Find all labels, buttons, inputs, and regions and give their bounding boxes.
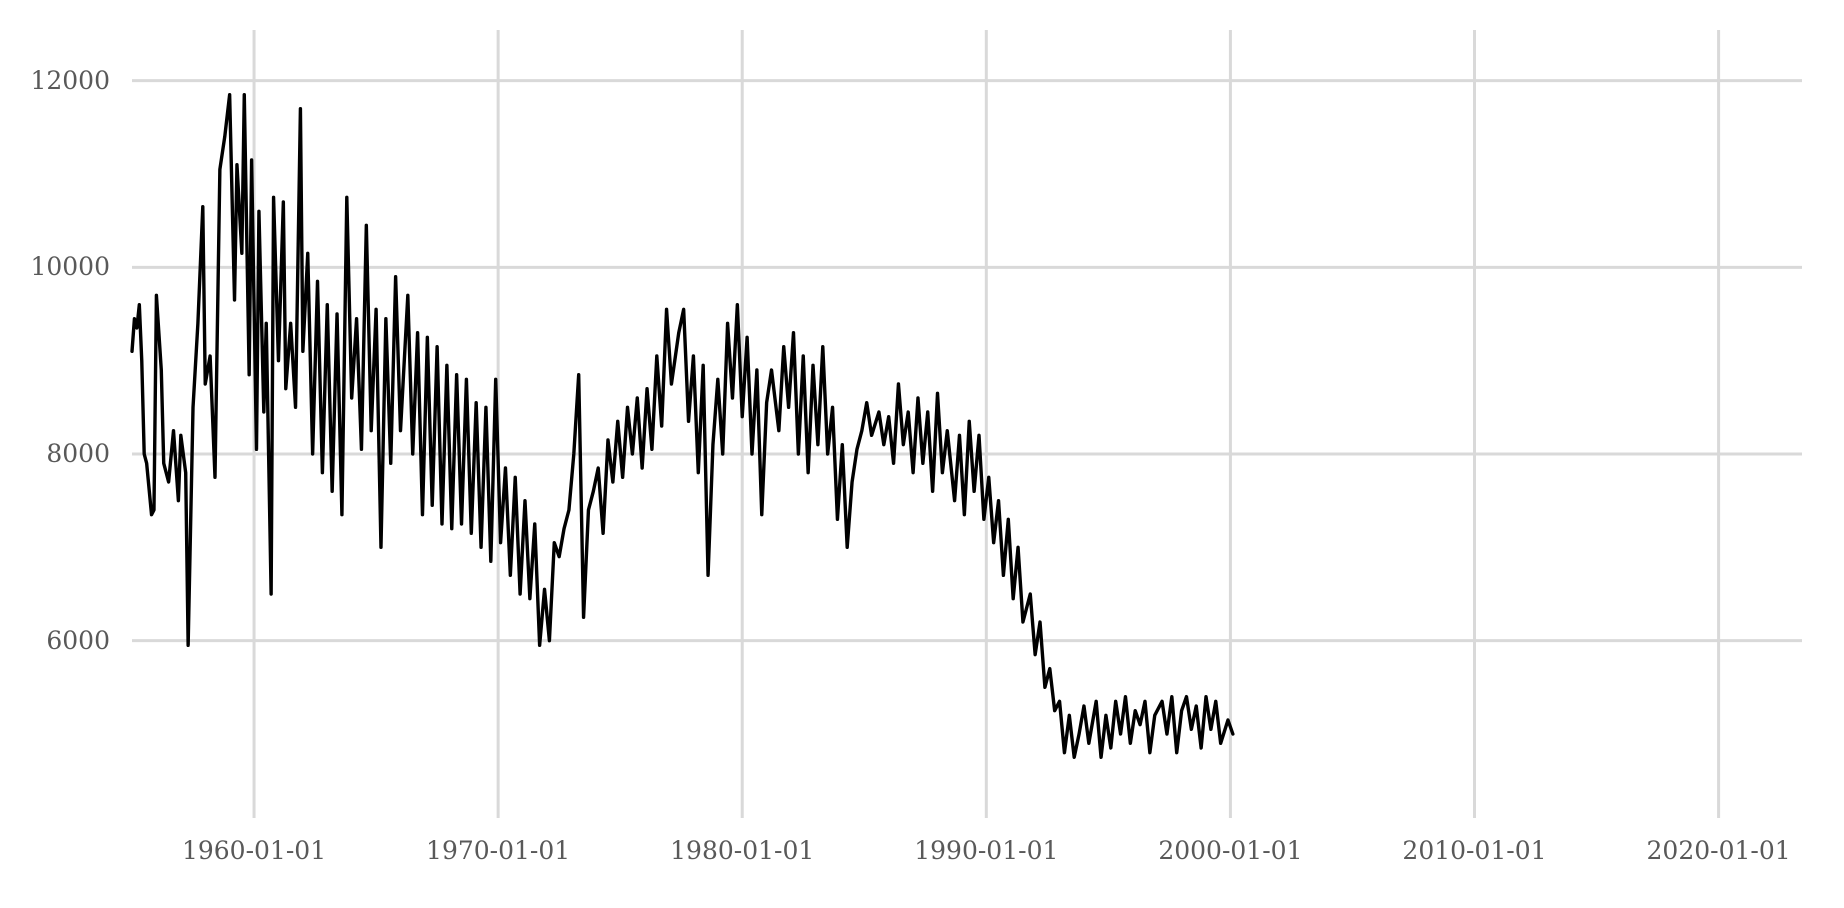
x-axis-tick-label: 1980-01-01 (670, 836, 815, 865)
y-axis-tick-label: 12000 (30, 65, 110, 95)
y-axis-tick-label: 8000 (46, 439, 110, 468)
x-axis-tick-label: 1990-01-01 (914, 836, 1059, 865)
x-axis-tick-label: 2010-01-01 (1402, 836, 1547, 865)
horizontal-gridlines (132, 79, 1802, 643)
data-series-group (130, 92, 1235, 760)
y-axis-tick-label: 6000 (46, 625, 110, 655)
x-axis-tick-label: 2000-01-01 (1158, 836, 1303, 865)
y-axis-tick-label: 10000 (30, 252, 110, 282)
x-axis-tick-label: 2020-01-01 (1646, 836, 1791, 865)
series-line (130, 92, 1235, 760)
x-axis-tick-label: 1960-01-01 (181, 836, 327, 865)
x-axis-tick-label: 1970-01-01 (426, 836, 571, 865)
